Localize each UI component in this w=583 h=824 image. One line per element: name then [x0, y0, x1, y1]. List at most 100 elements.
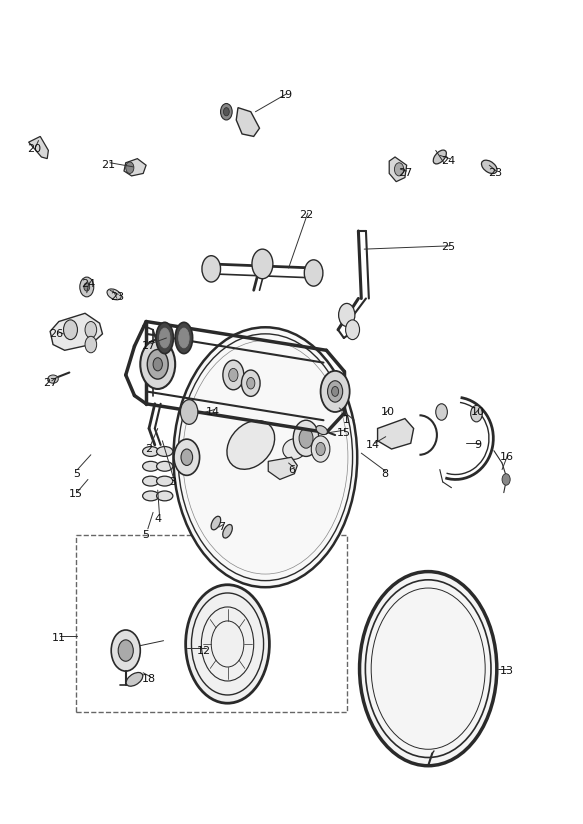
Ellipse shape [482, 160, 497, 174]
Circle shape [85, 321, 97, 338]
Polygon shape [29, 137, 48, 159]
Circle shape [304, 260, 323, 286]
Circle shape [229, 368, 238, 382]
Bar [76, 536, 347, 712]
Circle shape [202, 255, 220, 282]
Text: 24: 24 [441, 156, 456, 166]
Ellipse shape [156, 322, 173, 353]
Ellipse shape [175, 322, 192, 353]
Text: 8: 8 [381, 469, 388, 479]
Circle shape [247, 377, 255, 389]
Text: 23: 23 [488, 168, 502, 179]
Circle shape [153, 358, 163, 371]
Circle shape [316, 442, 325, 456]
Circle shape [64, 320, 78, 339]
Ellipse shape [157, 476, 173, 486]
Polygon shape [378, 419, 413, 449]
Ellipse shape [48, 375, 58, 383]
Ellipse shape [107, 289, 121, 300]
Text: 19: 19 [279, 91, 293, 101]
Text: 27: 27 [398, 168, 412, 179]
Ellipse shape [143, 461, 159, 471]
Circle shape [220, 104, 232, 120]
Circle shape [252, 249, 273, 279]
Ellipse shape [160, 328, 170, 348]
Text: 25: 25 [441, 242, 455, 252]
Ellipse shape [227, 420, 275, 470]
Text: 5: 5 [73, 469, 80, 479]
Ellipse shape [178, 328, 189, 348]
Ellipse shape [433, 150, 447, 164]
Circle shape [185, 585, 269, 703]
Circle shape [311, 436, 330, 462]
Text: 14: 14 [206, 407, 220, 417]
Circle shape [80, 277, 94, 297]
Circle shape [173, 327, 357, 588]
Text: 15: 15 [337, 428, 351, 438]
Text: 20: 20 [27, 143, 41, 154]
Text: 14: 14 [366, 440, 380, 450]
Text: 24: 24 [81, 279, 95, 289]
Text: 6: 6 [288, 465, 295, 475]
Circle shape [339, 303, 355, 326]
Circle shape [321, 371, 350, 412]
Text: 9: 9 [474, 440, 481, 450]
Text: 21: 21 [101, 160, 115, 171]
Circle shape [293, 420, 319, 456]
Text: 13: 13 [500, 666, 514, 677]
Text: 11: 11 [52, 633, 66, 644]
Circle shape [332, 386, 339, 396]
Polygon shape [389, 157, 407, 181]
Circle shape [174, 439, 199, 475]
Circle shape [241, 370, 260, 396]
Ellipse shape [223, 525, 232, 538]
Ellipse shape [157, 461, 173, 471]
Text: 27: 27 [43, 378, 57, 388]
Circle shape [223, 108, 229, 116]
Circle shape [111, 630, 141, 671]
Circle shape [180, 400, 198, 424]
Circle shape [436, 404, 447, 420]
Ellipse shape [143, 447, 159, 456]
Ellipse shape [157, 447, 173, 456]
Ellipse shape [316, 425, 328, 434]
Text: 18: 18 [142, 674, 156, 685]
Circle shape [141, 339, 175, 389]
Polygon shape [268, 457, 297, 480]
Circle shape [360, 572, 497, 765]
Circle shape [181, 449, 192, 466]
Circle shape [346, 320, 360, 339]
Ellipse shape [157, 491, 173, 501]
Text: 10: 10 [381, 407, 395, 417]
Text: 12: 12 [197, 645, 211, 656]
Circle shape [147, 349, 168, 379]
Circle shape [84, 283, 90, 291]
Polygon shape [50, 313, 103, 350]
Text: 22: 22 [299, 209, 313, 219]
Circle shape [85, 336, 97, 353]
Text: 2: 2 [145, 444, 153, 454]
Text: 10: 10 [470, 407, 484, 417]
Ellipse shape [283, 438, 306, 459]
Text: 3: 3 [168, 477, 175, 487]
Text: 26: 26 [49, 329, 63, 339]
Circle shape [126, 162, 134, 173]
Circle shape [223, 360, 244, 390]
Circle shape [470, 405, 482, 422]
Circle shape [395, 163, 404, 176]
Polygon shape [236, 108, 259, 137]
Circle shape [502, 474, 510, 485]
Text: 15: 15 [69, 489, 83, 499]
Text: 17: 17 [142, 341, 156, 351]
Circle shape [328, 381, 343, 402]
Text: 16: 16 [500, 452, 514, 462]
Ellipse shape [126, 672, 143, 686]
Text: 7: 7 [218, 522, 225, 532]
Ellipse shape [211, 517, 221, 530]
Text: 5: 5 [143, 531, 150, 541]
Text: 23: 23 [110, 292, 124, 302]
Text: 4: 4 [154, 514, 161, 524]
Circle shape [118, 640, 134, 661]
Ellipse shape [143, 476, 159, 486]
Polygon shape [124, 159, 146, 176]
